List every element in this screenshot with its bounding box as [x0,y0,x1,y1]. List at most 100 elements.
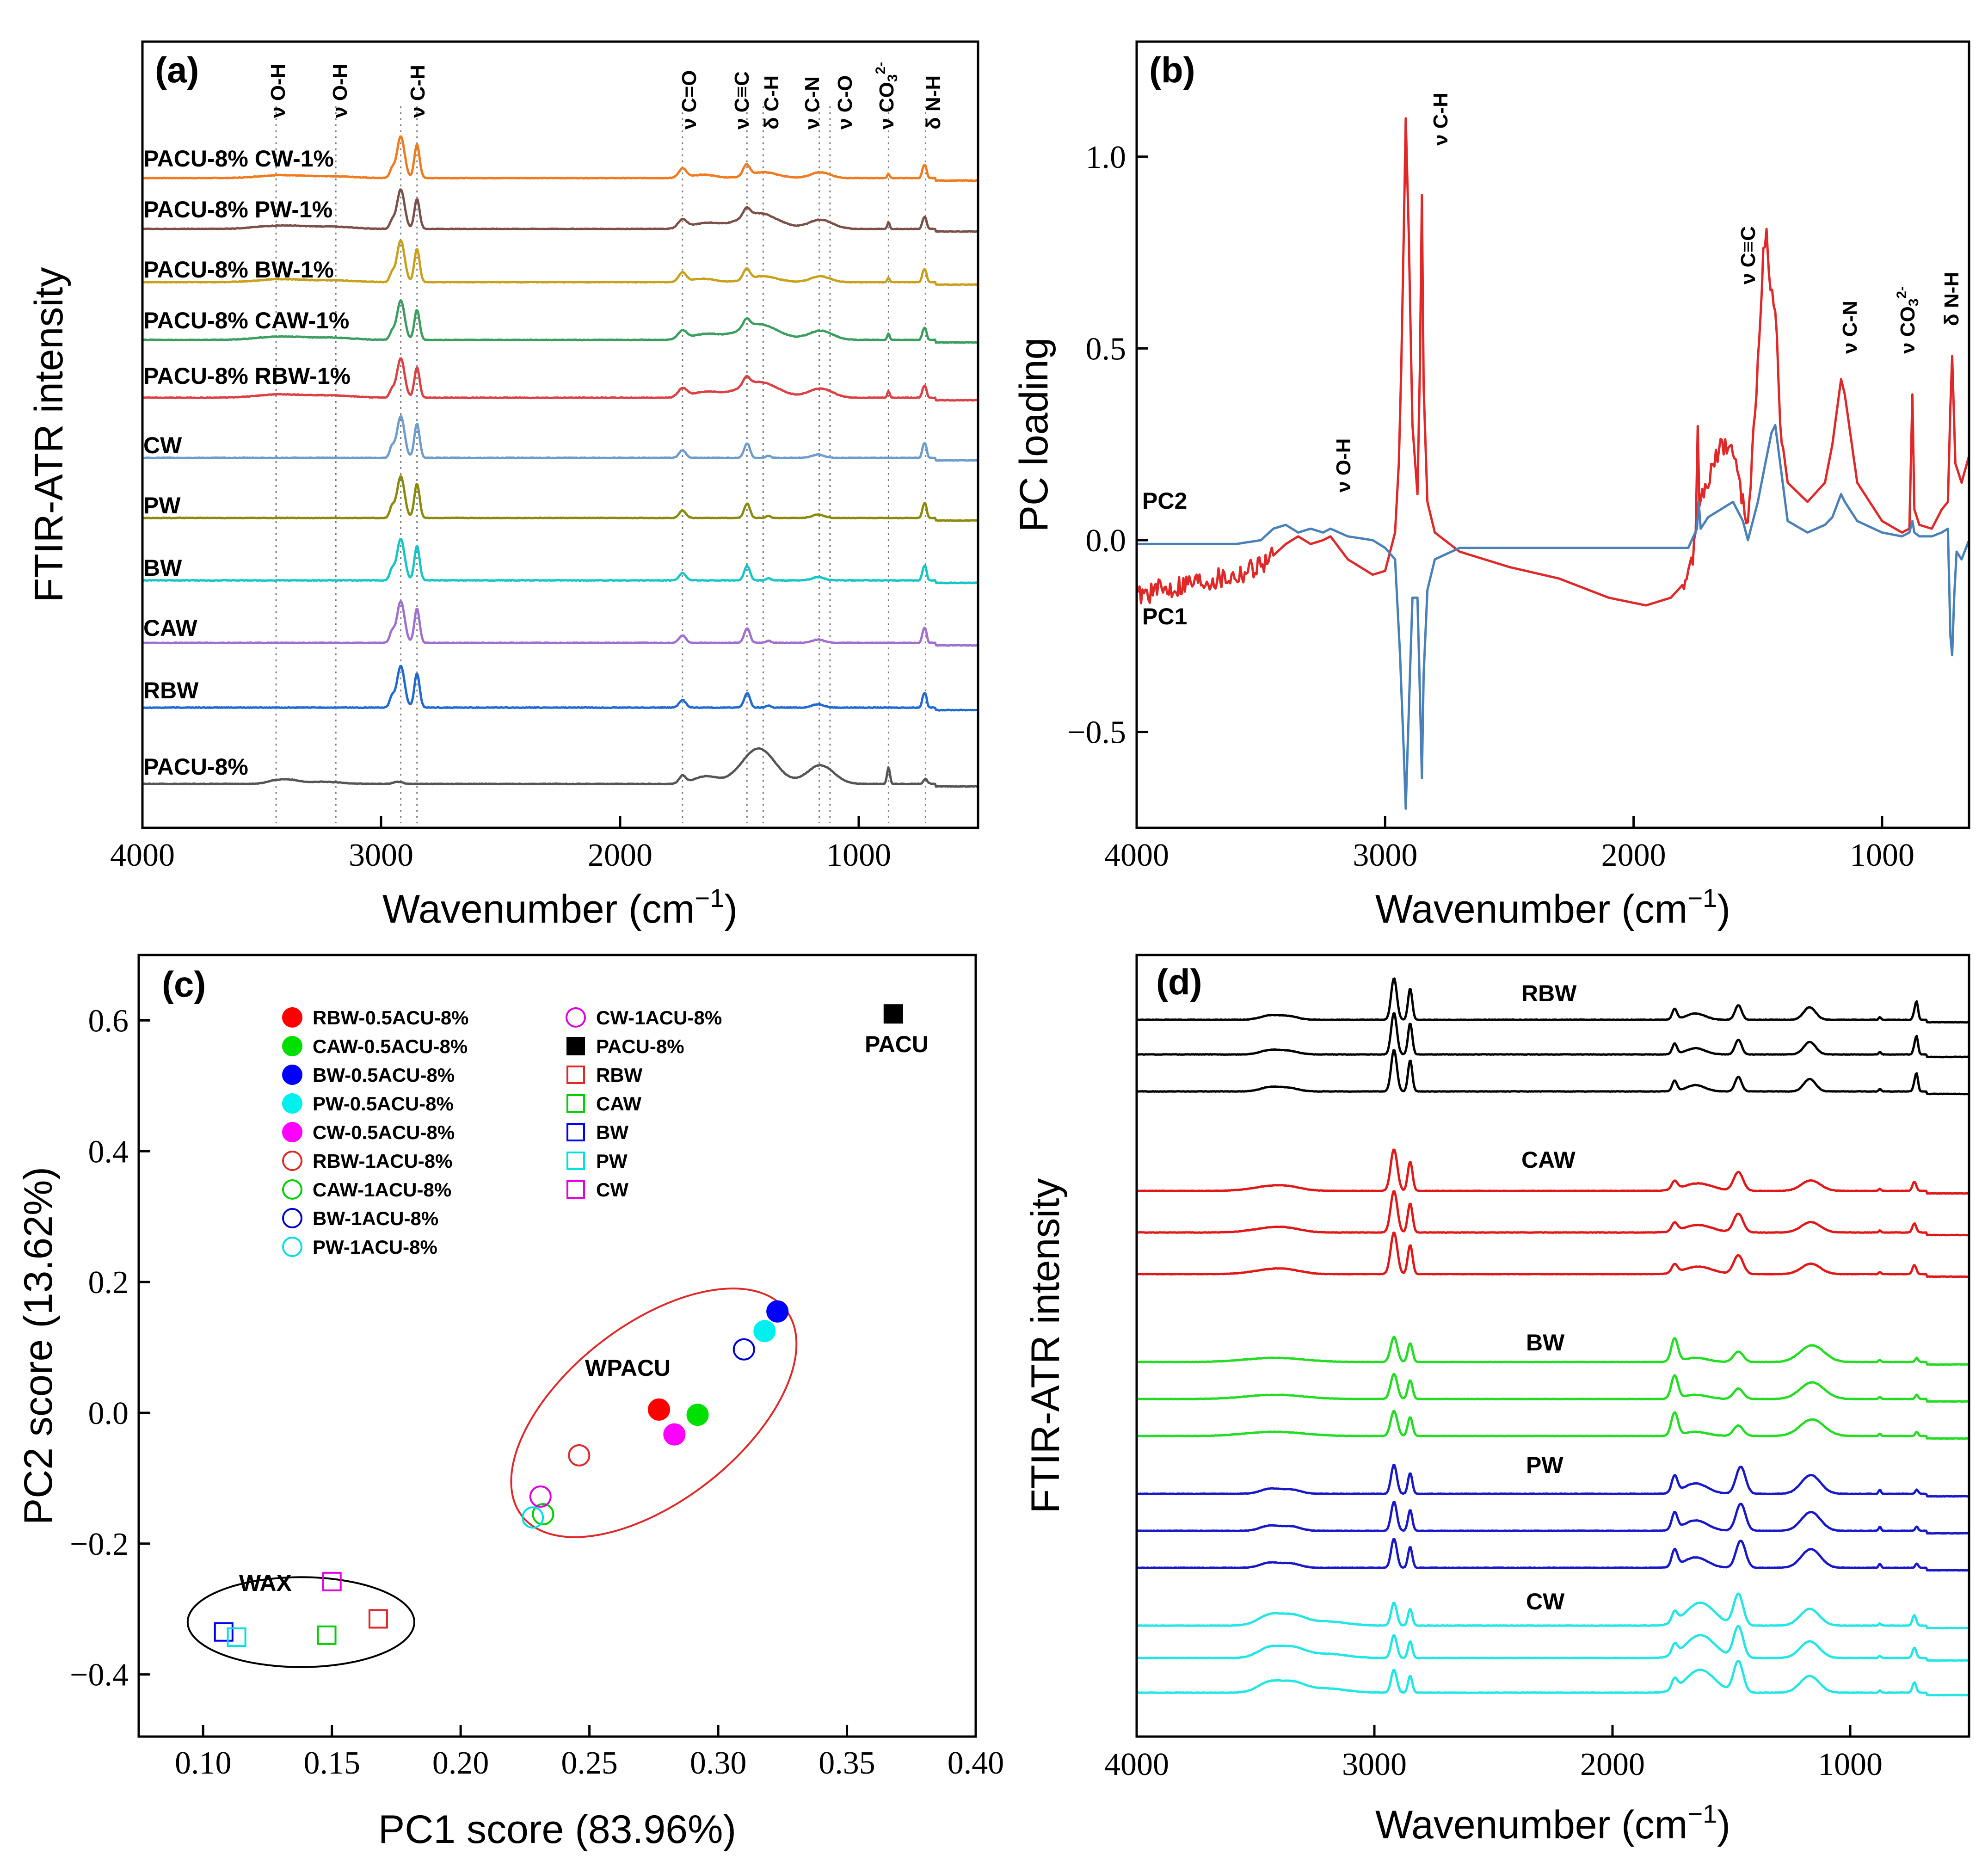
score-point-rbw-1acu-8- [568,1444,591,1466]
legend-label: PW-0.5ACU-8% [313,1093,454,1115]
legend-label: CAW-0.5ACU-8% [313,1035,468,1057]
x-axis: 4000 3000 2000 1000 Wavenumber (cm−1) [110,816,891,931]
trace-label-10: PACU-8% [143,754,248,780]
score-point-caw [317,1625,337,1645]
loading-lines [1135,117,1970,810]
x-tick-label: 1000 [1850,838,1914,873]
legend: RBW-0.5ACU-8% CAW-0.5ACU-8% BW-0.5ACU-8% PW… [282,1007,722,1258]
score-point-pacu-8- [883,1004,903,1024]
score-point-pw-0-5acu-8- [753,1320,776,1343]
y-tick-label: −0.4 [70,1658,129,1693]
group-label-caw: CAW [1521,1147,1576,1173]
spectrum-bw-rep-2 [1136,1373,1970,1403]
panel-b: PC2 PC1 ν O-H ν C-H ν C≡C ν C-N ν CO32- … [1012,40,1970,931]
spectrum-pacu-8-caw-1- [142,299,979,344]
trace-label-3: PACU-8% CAW-1% [143,308,349,333]
x-tick-label: 4000 [1104,1747,1169,1782]
spectrum-pw [142,475,979,522]
y-tick-label: 0.0 [1086,523,1126,559]
cluster-label-wax: WAX [239,1570,292,1596]
spectrum-pw-rep-3 [1136,1538,1970,1572]
plot-frame [137,954,977,1738]
legend-marker [282,1122,302,1142]
legend-marker [282,1007,302,1028]
x-axis-title: Wavenumber (cm−1) [1375,883,1730,931]
spectrum-pacu-8-pw-1- [142,188,979,233]
legend-marker [282,1208,302,1228]
plot-frame [141,40,979,829]
spectrum-caw-rep-1 [1136,1148,1970,1195]
x-tick-label: 0.40 [948,1745,1004,1781]
x-tick-label: 3000 [1353,838,1417,873]
legend-marker [566,1180,585,1199]
panel-c: WPACU WAX PACU RBW-0.5ACU-8% CAW-0.5ACU-8… [16,954,1004,1852]
legend-label: CAW [596,1093,641,1115]
score-point-caw-0-5acu-8- [686,1404,709,1426]
spectrum-bw [142,538,979,585]
peak-label-nh: δ N-H [922,75,945,129]
peak-label-cn: ν C-N [801,76,824,129]
score-point-caw-1acu-8- [532,1503,554,1526]
x-tick-label: 0.15 [303,1745,360,1781]
spectrum-cw-rep-2 [1136,1625,1970,1662]
cluster-label-pacu: PACU [865,1031,929,1057]
group-label-pw: PW [1526,1452,1563,1478]
peak-labels: ν O-H ν O-H ν C-H ν C=O ν C≡C δ C-H ν C-… [267,62,945,129]
x-tick-label: 0.35 [819,1745,875,1781]
peak-guides [275,106,926,823]
spectrum-caw-rep-3 [1136,1232,1970,1278]
spectrum-pacu-8- [142,747,979,788]
y-tick-label: 0.4 [88,1134,129,1170]
plot-frame [1135,40,1970,829]
axes: PC1 score (83.96%) PC2 score (13.62%) 0.… [16,1003,1004,1852]
trace-labels: PACU-8% CW-1% PACU-8% PW-1% PACU-8% BW-1… [143,146,351,780]
spectrum-rbw-rep-2 [1136,1012,1970,1059]
trace-label-6: PW [143,493,181,518]
peak-label-carbonate: ν CO32- [873,62,900,129]
panel-a: PACU-8% CW-1% PACU-8% PW-1% PACU-8% BW-1… [27,40,979,931]
spectrum-pw-rep-2 [1136,1501,1970,1535]
legend-label: RBW [596,1064,643,1086]
x-tick-label: 0.10 [175,1745,232,1781]
y-axis-title: PC loading [1012,338,1056,532]
peak-label-oh: ν O-H [1332,438,1355,493]
x-axis-title: PC1 score (83.96%) [378,1807,736,1852]
legend-label: CW [596,1179,628,1201]
legend-label: PACU-8% [596,1035,684,1057]
spectrum-pacu-8-cw-1- [142,135,979,182]
score-point-rbw-0-5acu-8- [647,1398,670,1421]
legend-label: PW [596,1150,628,1172]
legend-marker [282,1036,302,1056]
series-label-pc2: PC2 [1142,488,1187,514]
panel-label: (a) [155,49,199,90]
legend-marker [566,1037,585,1055]
legend-marker [566,1123,585,1141]
legend-marker [282,1237,302,1257]
y-tick-label: 1.0 [1086,140,1126,175]
x-axis: 4000 3000 2000 1000 Wavenumber (cm−1) [1104,1725,1883,1847]
spectrum-caw [142,600,979,647]
trace-label-2: PACU-8% BW-1% [143,257,334,283]
peak-label-ch-bend: δ C-H [760,75,783,129]
cluster-ellipse-wax [186,1576,415,1668]
panel-d: RBW CAW BW PW CW 4000 3000 2000 1000 Wav… [1023,954,1970,1847]
x-tick-label: 0.20 [432,1745,489,1781]
legend-label: CW-0.5ACU-8% [313,1121,455,1143]
panel-label: (b) [1149,49,1195,90]
peak-label-cc-triple: ν C≡C [1737,226,1760,284]
x-tick-label: 2000 [588,838,652,873]
score-point-pw [227,1627,246,1647]
x-tick-label: 2000 [1580,1747,1645,1782]
trace-label-9: RBW [143,678,199,703]
legend-marker [566,1007,586,1028]
x-axis-title: Wavenumber (cm−1) [382,883,738,931]
peak-label-oh-1: ν O-H [267,64,289,118]
y-axis-title: PC2 score (13.62%) [16,1167,61,1525]
legend-label: PW-1ACU-8% [313,1236,437,1258]
loading-line-pc2 [1137,424,1970,810]
axes: Wavenumber (cm−1) PC loading 4000 3000 200… [1012,140,1914,931]
cluster-label-wpacu: WPACU [585,1355,671,1381]
spectra [142,135,979,788]
score-point-bw [214,1622,234,1642]
